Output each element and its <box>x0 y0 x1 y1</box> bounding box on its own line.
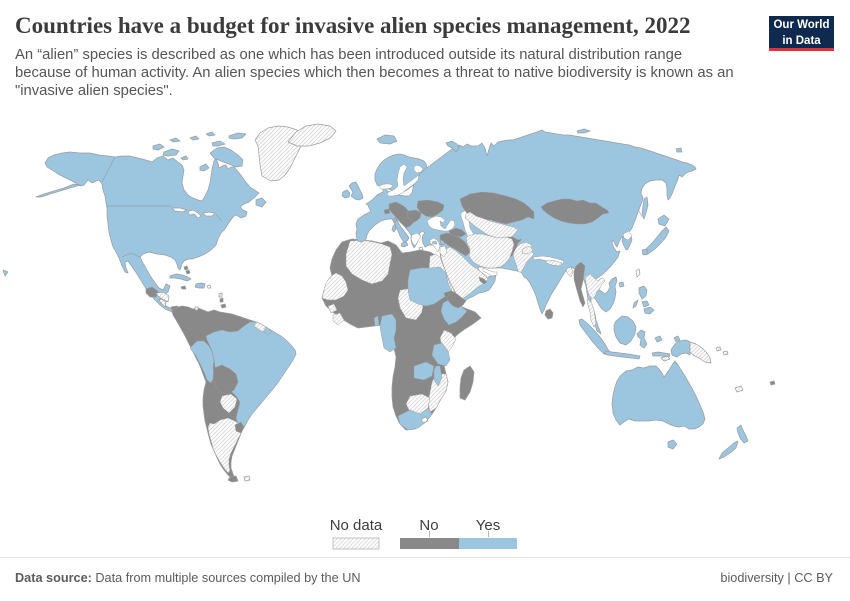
svg-text:No data: No data <box>330 517 383 534</box>
svg-text:Yes: Yes <box>476 517 500 534</box>
svg-text:No: No <box>419 517 438 534</box>
